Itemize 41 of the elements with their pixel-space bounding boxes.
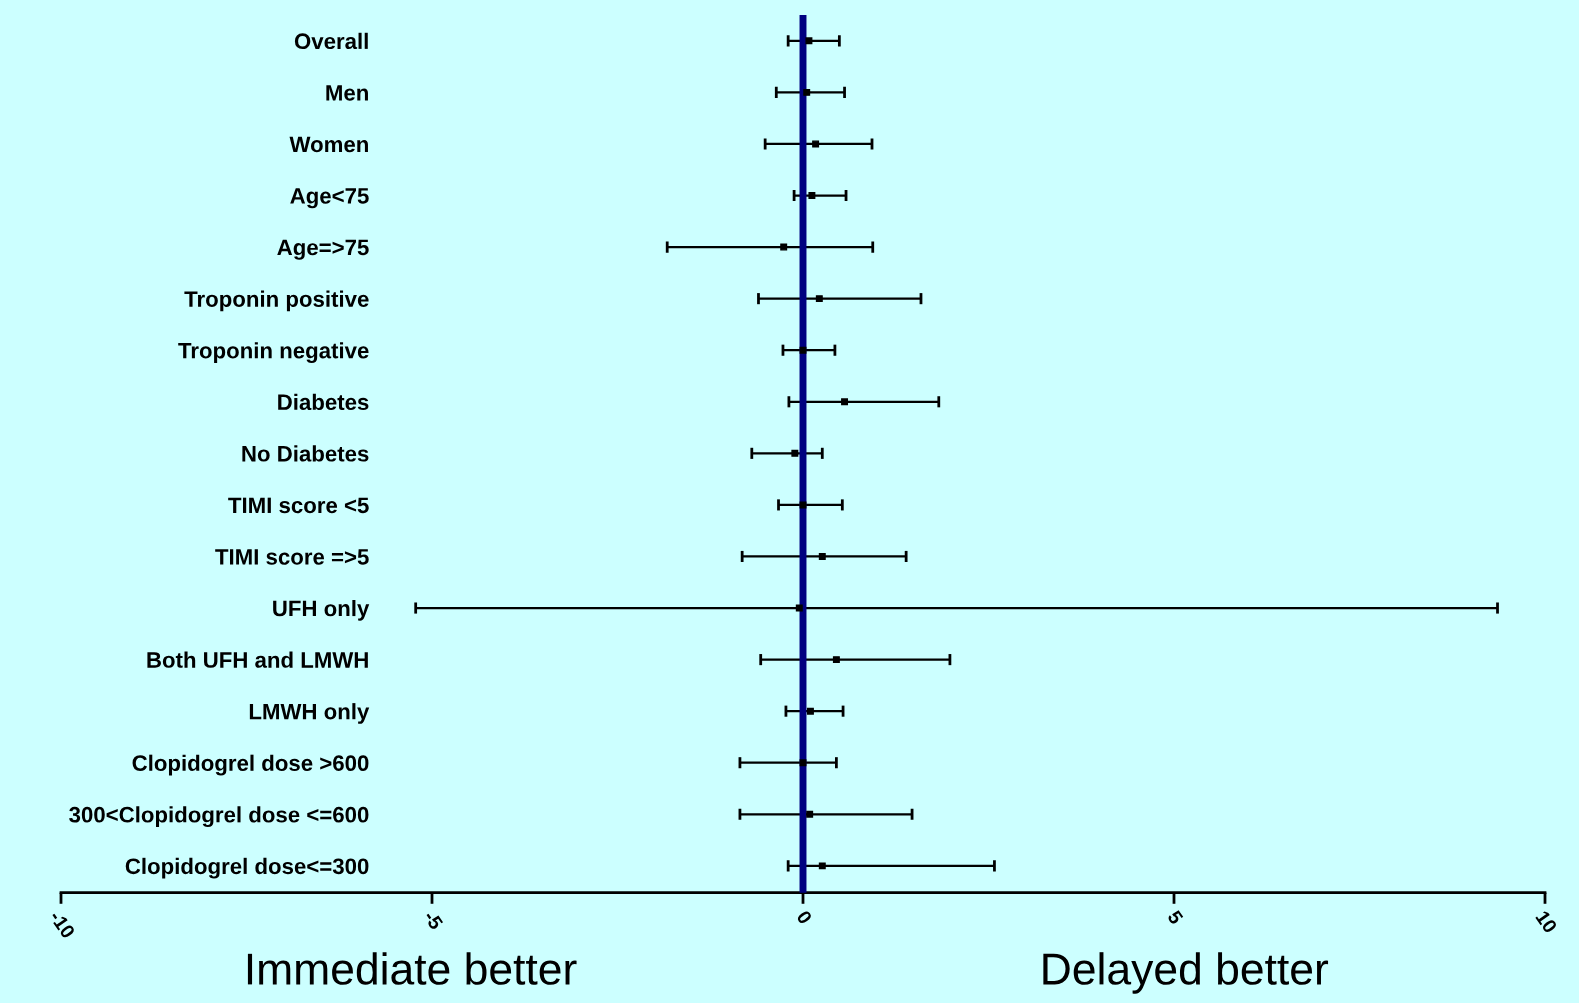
point <box>791 449 799 457</box>
text: Delayed better <box>1043 952 1329 994</box>
x-tick-label: 10 <box>1535 909 1558 934</box>
y-tick-label: Diabetes <box>278 393 369 411</box>
point <box>803 88 811 96</box>
y-tick-label: UFH only <box>273 599 370 621</box>
y-tick-label: Clopidogrel dose >600 <box>132 754 369 776</box>
point <box>805 37 813 45</box>
x-tick-label: -5 <box>423 909 444 931</box>
y-tick-label: TIMI score =>5 <box>215 549 369 565</box>
point <box>808 192 816 199</box>
point <box>780 243 788 251</box>
y-tick-label: Troponin positive <box>184 290 369 312</box>
y-tick-label: Men <box>326 85 368 101</box>
y-tick-label: Age<75 <box>290 188 369 209</box>
y-tick-label: 300<Clopidogrel dose <=600 <box>69 806 369 828</box>
y-tick-label: No Diabetes <box>242 445 369 462</box>
x-tick-label: 5 <box>1166 909 1184 926</box>
point <box>832 656 840 664</box>
y-tick-label: Both UFH and LMWH <box>147 651 368 668</box>
point <box>795 604 803 612</box>
y-tick-label: Overall <box>294 32 368 50</box>
point <box>806 707 814 715</box>
point <box>806 810 814 818</box>
text: Immediate better <box>247 952 577 985</box>
point <box>799 759 807 767</box>
point <box>799 346 807 354</box>
y-tick-label: LMWH only <box>249 703 370 724</box>
point <box>815 295 823 303</box>
y-tick-label: Troponin negative <box>178 342 369 363</box>
x-tick-label: 0 <box>796 909 813 926</box>
point <box>799 501 807 509</box>
x-tick-label: -10 <box>49 909 76 940</box>
y-tick-label: Women <box>289 136 368 153</box>
y-tick-label: Clopidogrel dose<=300 <box>125 857 369 879</box>
y-tick-label: TIMI score <5 <box>228 497 369 514</box>
point <box>841 398 849 406</box>
point <box>818 552 826 560</box>
point <box>812 140 820 148</box>
point <box>818 862 826 870</box>
y-tick-label: Age=>75 <box>277 239 369 260</box>
